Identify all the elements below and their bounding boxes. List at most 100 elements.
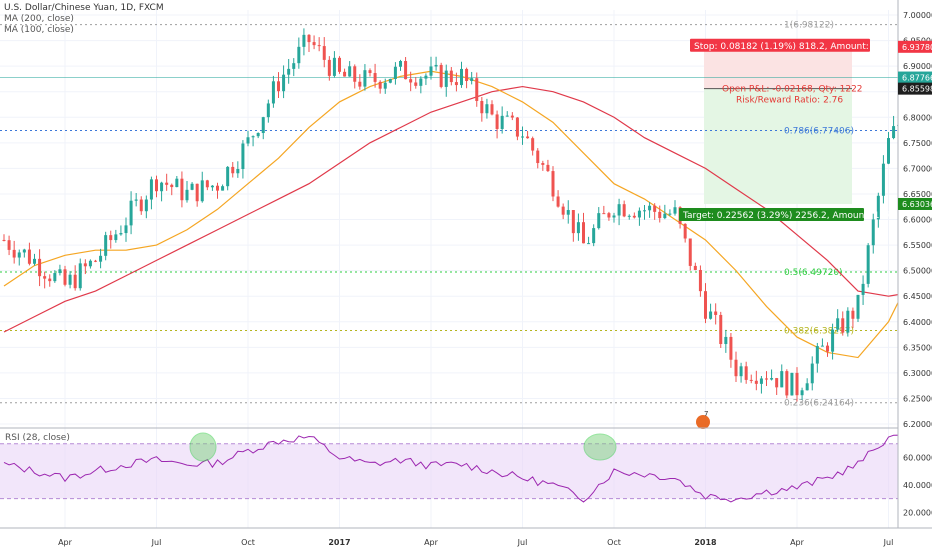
position-zones [0,46,898,204]
candle-body [851,310,855,319]
fib-label: 1(6.98122) [784,21,834,31]
candle-body [637,210,641,218]
candle-body [871,219,875,246]
candle-body [648,205,652,211]
symbol-title: U.S. Dollar/Chinese Yuan, 1D, FXCM [4,3,164,13]
candle-body [226,166,230,187]
price-tick: 6.70000 [903,164,932,173]
candle-body [307,34,311,43]
candle-body [43,276,47,279]
chart-legend: U.S. Dollar/Chinese Yuan, 1D, FXCM MA (2… [4,3,164,36]
time-tick: Jul [151,538,162,547]
rsi-tick: 20.0000 [903,508,932,517]
price-tick: 6.80000 [903,113,932,122]
candle-body [683,223,687,239]
candle-body [292,63,296,69]
candle-body [78,263,82,289]
candle-body [490,104,494,115]
candle-body [88,260,92,267]
flag-badge-count: 7 [704,410,708,418]
candle-body [94,260,97,262]
candle-body [297,46,301,64]
candle-body [317,45,321,47]
candle-body [63,269,67,285]
candle-body [861,283,865,295]
candle-body [607,213,611,218]
rsi-band [0,443,898,499]
candle-body [714,311,718,315]
fib-label: 0.236(6.24164) [784,399,854,409]
price-badge: 6.87766 [902,74,932,83]
candle-body [765,378,768,380]
candle-body [134,199,138,201]
candle-body [332,57,336,76]
candle-body [22,249,26,253]
candle-body [881,163,885,196]
candle-body [480,101,484,114]
candle-body [709,311,713,319]
candle-body [846,310,850,333]
candle-body [149,179,153,200]
candle-body [571,210,575,234]
candle-body [831,329,835,352]
legend-ma100[interactable]: MA (100, close) [4,25,74,35]
candle-body [236,169,240,174]
candle-body [393,66,397,79]
candle-body [322,46,326,60]
rsi-highlight-1 [189,432,217,462]
candle-body [58,269,62,274]
candle-body [439,64,443,87]
candle-body [99,255,103,262]
candle-body [780,371,784,388]
position-labels[interactable]: Stop: 0.08182 (1.19%) 818.2, Amount: 900… [679,38,911,429]
candle-body [419,78,423,86]
price-badge: 6.93780 [902,43,932,52]
candle-body [668,213,672,215]
price-tick: 7.00000 [903,11,932,20]
stop-zone [704,46,852,89]
candle-body [643,210,646,212]
candle-body [180,178,184,201]
candle-body [368,70,372,74]
rsi-highlight-2 [583,433,617,461]
candle-body [261,117,265,134]
candle-body [815,346,819,364]
candle-body [144,199,148,212]
candle-body [551,171,555,197]
price-badge-box [898,40,932,53]
candle-body [200,180,204,202]
candle-body [454,82,458,86]
candle-body [124,225,128,234]
candle-body [826,345,829,352]
candle-body [343,71,347,77]
candle-body [17,252,21,258]
candle-body [663,213,667,219]
candle-body [246,137,250,144]
candle-body [348,66,352,77]
price-badge: 6.63036 [902,200,932,209]
candle-body [251,136,255,138]
candle-body [627,215,631,217]
candle-body [205,180,209,188]
candle-body [876,195,880,220]
candle-body [587,243,591,245]
candle-body [409,79,413,83]
candle-body [556,196,560,207]
price-tick: 6.90000 [903,62,932,71]
rr-label: Risk/Reward Ratio: 2.76 [736,96,843,106]
legend-ma200[interactable]: MA (200, close) [4,14,74,24]
candle-body [68,274,72,285]
candle-body [749,379,753,381]
candle-body [597,213,601,229]
candle-body [27,249,31,264]
price-tick: 6.55000 [903,241,932,250]
candle-body [775,378,779,388]
time-tick: Jul [883,538,894,547]
candle-body [414,82,418,86]
price-candles [2,28,931,402]
candle-body [622,204,626,217]
candle-body [12,249,16,258]
candle-body [399,61,402,67]
candle-body [241,143,245,170]
